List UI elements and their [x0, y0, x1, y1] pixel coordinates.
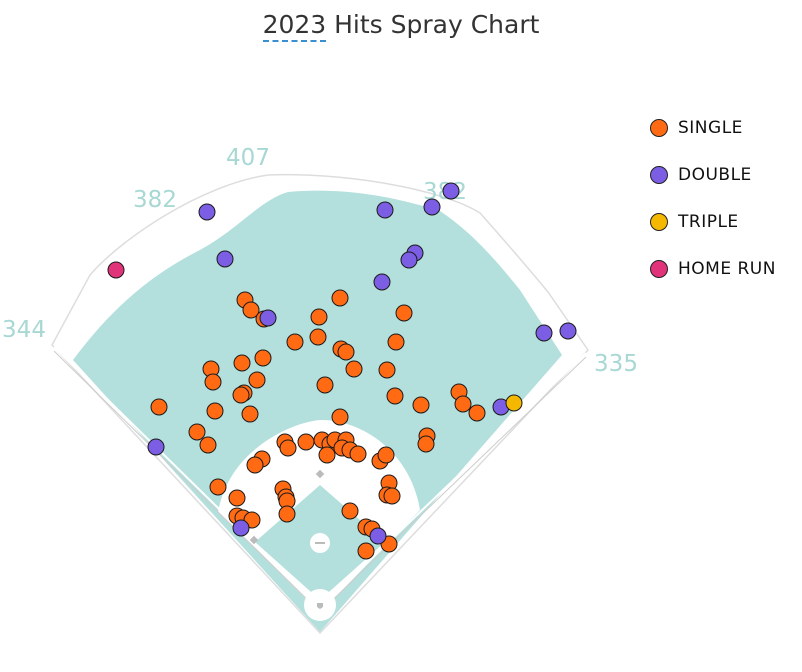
double-hit-marker[interactable] — [535, 324, 553, 342]
distance-center: 407 — [226, 145, 270, 171]
triple-hit-marker[interactable] — [505, 394, 523, 412]
single-hit-marker[interactable] — [233, 354, 251, 372]
single-hit-marker[interactable] — [357, 542, 375, 560]
left-foul-line — [53, 346, 321, 609]
double-hit-marker[interactable] — [232, 519, 250, 537]
single-hit-marker[interactable] — [331, 289, 349, 307]
legend-label: TRIPLE — [678, 211, 739, 232]
single-hit-marker[interactable] — [297, 433, 315, 451]
single-hit-marker[interactable] — [468, 404, 486, 422]
single-hit-marker[interactable] — [331, 408, 349, 426]
triple-marker-icon — [650, 212, 668, 231]
single-marker-icon — [650, 118, 668, 137]
double-hit-marker[interactable] — [400, 251, 418, 269]
single-hit-marker[interactable] — [199, 436, 217, 454]
double-marker-icon — [650, 165, 668, 184]
single-hit-marker[interactable] — [286, 333, 304, 351]
single-hit-marker[interactable] — [232, 386, 250, 404]
left-foul-edge — [53, 350, 321, 613]
double-hit-marker[interactable] — [376, 201, 394, 219]
single-hit-marker[interactable] — [387, 333, 405, 351]
legend-label: HOME RUN — [678, 258, 776, 279]
single-hit-marker[interactable] — [188, 423, 206, 441]
double-hit-marker[interactable] — [369, 527, 387, 545]
right-foul-line — [319, 352, 587, 609]
double-hit-marker[interactable] — [373, 273, 391, 291]
legend-item-triple[interactable]: TRIPLE — [650, 198, 776, 245]
double-hit-marker[interactable] — [216, 250, 234, 268]
legend: SINGLE DOUBLE TRIPLE HOME RUN — [650, 104, 776, 292]
double-hit-marker[interactable] — [198, 203, 216, 221]
single-hit-marker[interactable] — [341, 502, 359, 520]
second-base — [315, 469, 325, 479]
single-hit-marker[interactable] — [383, 487, 401, 505]
outfield-grass — [73, 190, 562, 632]
single-hit-marker[interactable] — [310, 308, 328, 326]
stadium-outline — [51, 173, 589, 635]
legend-item-single[interactable]: SINGLE — [650, 104, 776, 151]
legend-label: DOUBLE — [678, 164, 752, 185]
title-text: Hits Spray Chart — [326, 10, 540, 39]
single-hit-marker[interactable] — [254, 349, 272, 367]
single-hit-marker[interactable] — [150, 398, 168, 416]
single-hit-marker[interactable] — [395, 304, 413, 322]
single-hit-marker[interactable] — [349, 445, 367, 463]
single-hit-marker[interactable] — [318, 446, 336, 464]
distance-right-field: 335 — [594, 351, 638, 377]
home-plate — [317, 603, 323, 609]
single-hit-marker[interactable] — [204, 373, 222, 391]
pitching-rubber — [315, 542, 325, 544]
single-hit-marker[interactable] — [377, 446, 395, 464]
double-hit-marker[interactable] — [147, 438, 165, 456]
distance-left-center: 382 — [133, 187, 177, 213]
double-hit-marker[interactable] — [259, 309, 277, 327]
single-hit-marker[interactable] — [242, 301, 260, 319]
hit-markers — [107, 182, 577, 560]
legend-item-double[interactable]: DOUBLE — [650, 151, 776, 198]
single-hit-marker[interactable] — [309, 328, 327, 346]
single-hit-marker[interactable] — [454, 395, 472, 413]
double-hit-marker[interactable] — [559, 322, 577, 340]
double-hit-marker[interactable] — [423, 198, 441, 216]
legend-item-home-run[interactable]: HOME RUN — [650, 245, 776, 292]
title-year[interactable]: 2023 — [262, 10, 327, 42]
single-hit-marker[interactable] — [206, 402, 224, 420]
single-hit-marker[interactable] — [316, 376, 334, 394]
legend-label: SINGLE — [678, 117, 743, 138]
single-hit-marker[interactable] — [228, 489, 246, 507]
distance-left-field: 344 — [2, 317, 46, 343]
right-foul-edge — [319, 356, 587, 613]
single-hit-marker[interactable] — [345, 360, 363, 378]
single-hit-marker[interactable] — [386, 387, 404, 405]
chart-title: 2023 Hits Spray Chart — [0, 10, 802, 42]
single-hit-marker[interactable] — [246, 456, 264, 474]
single-hit-marker[interactable] — [378, 361, 396, 379]
single-hit-marker[interactable] — [412, 396, 430, 414]
single-hit-marker[interactable] — [337, 343, 355, 361]
double-hit-marker[interactable] — [442, 182, 460, 200]
single-hit-marker[interactable] — [241, 405, 259, 423]
single-hit-marker[interactable] — [278, 505, 296, 523]
single-hit-marker[interactable] — [248, 371, 266, 389]
home-run-marker-icon — [650, 259, 668, 278]
home-run-hit-marker[interactable] — [107, 261, 125, 279]
single-hit-marker[interactable] — [209, 478, 227, 496]
single-hit-marker[interactable] — [417, 435, 435, 453]
single-hit-marker[interactable] — [279, 439, 297, 457]
